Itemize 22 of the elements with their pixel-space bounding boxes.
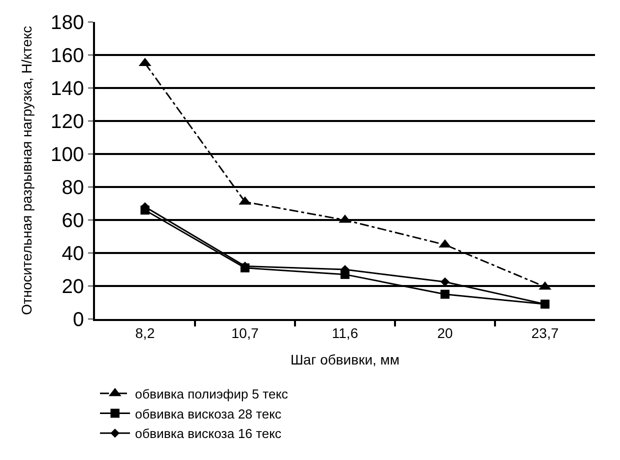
- legend-label: обвивка вискоза 28 текс: [135, 406, 282, 422]
- y-tick-label: 20: [62, 276, 84, 298]
- y-tick-label: 40: [62, 243, 84, 265]
- x-tick-label: 23,7: [531, 324, 559, 341]
- y-tick-label: 160: [50, 45, 84, 67]
- point: [440, 290, 450, 299]
- legend-label: обвивка полиэфир 5 текс: [135, 386, 289, 402]
- y-tick-label: 0: [72, 309, 84, 331]
- x-axis-title: Шаг обвивки, мм: [290, 352, 400, 368]
- x-tick-label: 20: [437, 324, 453, 341]
- legend-label: обвивка вискоза 16 текс: [135, 426, 282, 442]
- y-tick-label: 80: [62, 177, 84, 199]
- y-tick-label: 140: [50, 78, 84, 100]
- y-tick-label: 100: [50, 144, 84, 166]
- x-tick-label: 11,6: [332, 324, 358, 341]
- y-tick-label: 180: [50, 12, 84, 34]
- y-tick-label: 60: [62, 210, 84, 232]
- y-tick-label: 120: [50, 111, 84, 133]
- x-tick-label: 10,7: [231, 324, 259, 341]
- point: [440, 277, 450, 286]
- y-axis-title: Относительная разрывная нагрузка, Н/ктекс: [18, 26, 35, 316]
- x-tick-label: 8,2: [135, 324, 155, 341]
